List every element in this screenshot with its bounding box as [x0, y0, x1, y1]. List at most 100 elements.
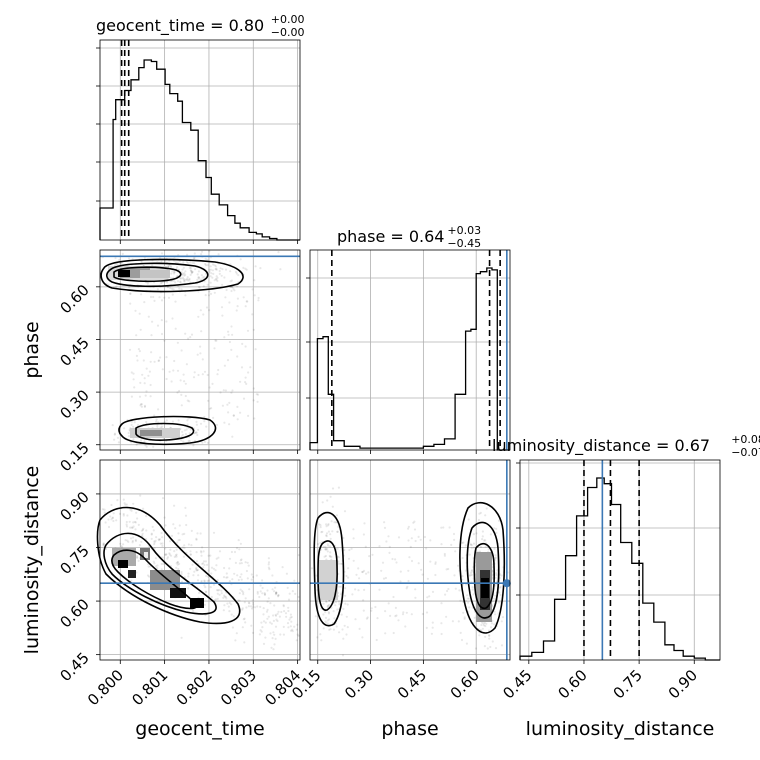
sample-point [276, 612, 279, 616]
sample-point [355, 573, 358, 576]
sample-point [138, 350, 141, 353]
sample-point [186, 277, 189, 281]
sample-point [228, 423, 231, 426]
sample-point [473, 616, 476, 619]
sample-point [187, 543, 190, 546]
sample-point [274, 593, 277, 596]
sample-point [205, 574, 208, 578]
sample-point [460, 638, 464, 642]
sample-point [466, 597, 469, 600]
sample-point [183, 380, 186, 383]
sample-point [322, 545, 325, 548]
sample-point [375, 638, 378, 642]
sample-point [275, 592, 278, 595]
sample-point [223, 276, 226, 279]
sample-point [136, 517, 139, 520]
sample-point [187, 439, 190, 442]
sample-point [189, 550, 192, 553]
sample-point [457, 564, 460, 567]
sample-point [139, 494, 142, 497]
x-tick-label: 0.90 [665, 666, 701, 702]
sample-point [391, 557, 394, 561]
sample-point [169, 540, 172, 543]
sample-point [171, 270, 174, 273]
sample-point [153, 360, 156, 363]
sample-point [150, 351, 153, 354]
sample-point [491, 640, 494, 643]
sample-point [329, 551, 332, 554]
sample-point [190, 270, 194, 273]
sample-point [138, 395, 142, 398]
sample-point [154, 539, 157, 542]
sample-point [157, 538, 160, 541]
sample-point [202, 562, 205, 565]
sample-point [242, 296, 245, 299]
sample-point [378, 545, 381, 548]
sample-point [111, 517, 114, 520]
sample-point [343, 548, 346, 552]
sample-point [462, 541, 465, 544]
sample-point [468, 553, 471, 556]
sample-point [179, 280, 182, 283]
sample-point [341, 628, 344, 631]
sample-point [155, 420, 158, 423]
sample-point [135, 556, 138, 559]
sample-point [174, 261, 177, 264]
sample-point [149, 295, 153, 299]
sample-point [335, 625, 338, 628]
sample-point [285, 615, 288, 618]
contour-line [459, 502, 506, 634]
sample-point [229, 270, 232, 273]
panel-title-sup: +0.03 [447, 224, 481, 237]
sample-point [181, 533, 184, 536]
sample-point [325, 534, 328, 537]
sample-point [244, 597, 247, 600]
sample-point [200, 250, 204, 253]
y-tick-label: 0.75 [56, 542, 92, 578]
sample-point [189, 261, 192, 264]
sample-point [195, 423, 198, 426]
sample-point [247, 601, 250, 604]
sample-point [141, 528, 144, 532]
sample-point [499, 585, 502, 588]
sample-point [215, 339, 218, 342]
sample-point [201, 276, 204, 279]
sample-point [209, 292, 213, 295]
sample-point [134, 521, 137, 524]
sample-point [166, 281, 169, 284]
sample-point [215, 589, 219, 592]
sample-point [242, 591, 245, 594]
sample-point [217, 368, 220, 372]
sample-point [208, 290, 211, 293]
sample-point [228, 301, 231, 304]
sample-point [173, 359, 176, 363]
sample-point [232, 414, 235, 417]
sample-point [358, 577, 361, 580]
sample-point [117, 441, 120, 444]
sample-point [491, 569, 494, 573]
sample-point [127, 435, 131, 438]
sample-point [319, 524, 322, 527]
sample-point [183, 278, 186, 281]
sample-point [361, 636, 364, 639]
sample-point [477, 518, 480, 522]
sample-point [177, 567, 180, 571]
sample-point [185, 278, 188, 281]
sample-point [326, 543, 329, 546]
sample-point [190, 271, 193, 275]
sample-point [107, 525, 111, 529]
sample-point [462, 611, 465, 614]
sample-point [214, 569, 217, 572]
sample-point [185, 261, 188, 264]
sample-point [417, 562, 420, 565]
sample-point [227, 333, 230, 336]
sample-point [193, 252, 196, 255]
sample-point [184, 514, 188, 517]
sample-point [183, 429, 186, 432]
sample-point [203, 579, 206, 582]
density-cell [190, 598, 204, 608]
sample-point [334, 521, 337, 524]
sample-point [220, 274, 223, 277]
sample-point [125, 503, 128, 506]
